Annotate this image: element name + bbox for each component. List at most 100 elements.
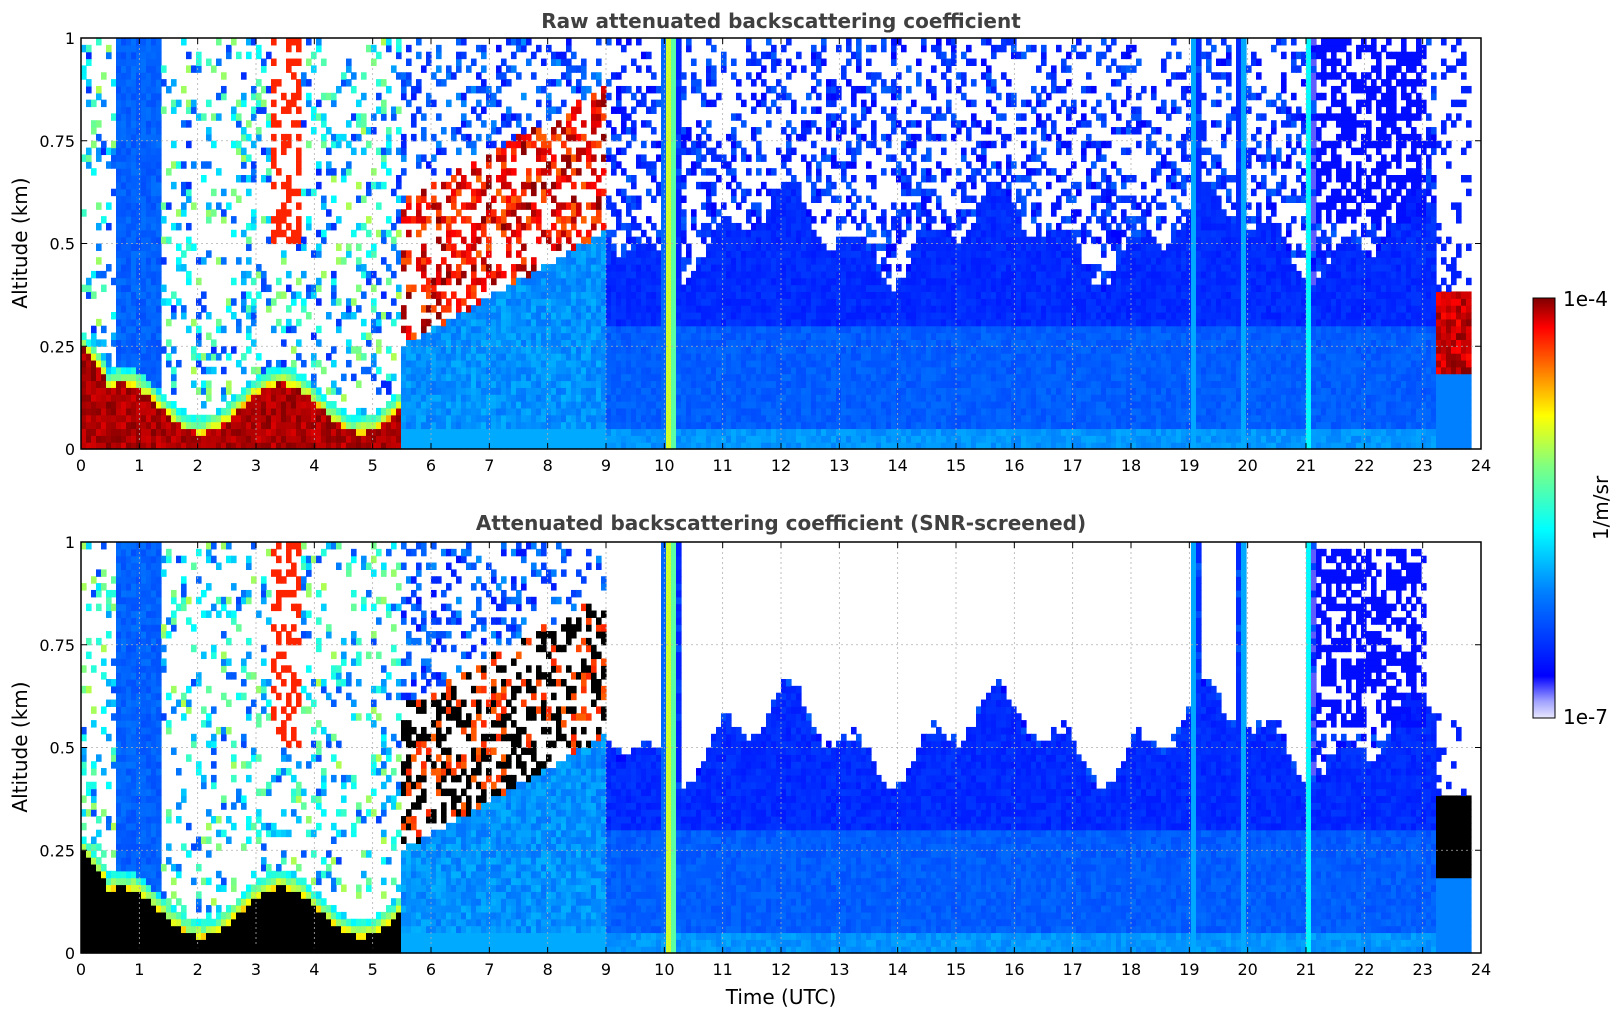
heatmap-cell xyxy=(296,79,302,86)
heatmap-cell xyxy=(496,374,502,381)
heatmap-cell xyxy=(321,141,327,148)
heatmap-cell xyxy=(216,408,222,415)
heatmap-cell xyxy=(291,408,297,415)
heatmap-cell xyxy=(506,374,512,381)
heatmap-cell xyxy=(266,148,272,155)
heatmap-cell xyxy=(246,387,252,394)
heatmap-cell xyxy=(156,65,162,72)
heatmap-cell xyxy=(591,435,597,442)
heatmap-cell xyxy=(126,93,132,100)
heatmap-cell xyxy=(491,353,497,360)
heatmap-cell xyxy=(141,45,147,52)
heatmap-cell xyxy=(271,394,277,401)
heatmap-cell xyxy=(101,326,107,333)
heatmap-cell xyxy=(136,374,142,381)
heatmap-cell xyxy=(151,237,157,244)
heatmap-cell xyxy=(371,59,377,66)
heatmap-cell xyxy=(436,45,442,52)
heatmap-cell xyxy=(561,168,567,175)
heatmap-cell xyxy=(236,319,242,326)
heatmap-cell xyxy=(441,339,447,346)
heatmap-cell xyxy=(471,196,477,203)
heatmap-cell xyxy=(416,360,422,367)
heatmap-cell xyxy=(156,148,162,155)
heatmap-cell xyxy=(116,141,122,148)
heatmap-cell xyxy=(121,387,127,394)
heatmap-cell xyxy=(281,422,287,429)
heatmap-cell xyxy=(121,113,127,120)
heatmap-cell xyxy=(221,367,227,374)
heatmap-cell xyxy=(401,422,407,429)
heatmap-cell xyxy=(451,333,457,340)
heatmap-cell xyxy=(106,415,112,422)
heatmap-cell xyxy=(461,339,467,346)
heatmap-cell xyxy=(151,394,157,401)
heatmap-cell xyxy=(286,141,292,148)
heatmap-cell xyxy=(151,175,157,182)
heatmap-cell xyxy=(421,387,427,394)
heatmap-cell xyxy=(136,93,142,100)
heatmap-cell xyxy=(456,408,462,415)
heatmap-cell xyxy=(471,189,477,196)
heatmap-cell xyxy=(531,257,537,264)
heatmap-cell xyxy=(306,435,312,442)
heatmap-cell xyxy=(536,381,542,388)
heatmap-cell xyxy=(321,401,327,408)
heatmap-cell xyxy=(571,381,577,388)
heatmap-cell xyxy=(496,72,502,79)
heatmap-cell xyxy=(91,415,97,422)
heatmap-cell xyxy=(566,381,572,388)
heatmap-cell xyxy=(561,202,567,209)
heatmap-cell xyxy=(586,312,592,319)
heatmap-cell xyxy=(266,401,272,408)
heatmap-cell xyxy=(156,367,162,374)
heatmap-cell xyxy=(426,161,432,168)
heatmap-cell xyxy=(331,100,337,107)
heatmap-cell xyxy=(406,401,412,408)
heatmap-cell xyxy=(391,353,397,360)
heatmap-cell xyxy=(416,86,422,93)
heatmap-cell xyxy=(511,52,517,59)
heatmap-cell xyxy=(536,223,542,230)
heatmap-cell xyxy=(246,305,252,312)
heatmap-cell xyxy=(566,367,572,374)
heatmap-cell xyxy=(111,148,117,155)
heatmap-cell xyxy=(136,120,142,127)
heatmap-cell xyxy=(131,326,137,333)
heatmap-cell xyxy=(166,339,172,346)
heatmap-cell xyxy=(151,408,157,415)
heatmap-cell xyxy=(386,264,392,271)
heatmap-cell xyxy=(446,100,452,107)
heatmap-cell xyxy=(476,319,482,326)
heatmap-cell xyxy=(121,244,127,251)
heatmap-cell xyxy=(151,141,157,148)
heatmap-cell xyxy=(551,374,557,381)
heatmap-cell xyxy=(146,196,152,203)
heatmap-cell xyxy=(576,230,582,237)
heatmap-cell xyxy=(516,387,522,394)
heatmap-cell xyxy=(156,319,162,326)
heatmap-cell xyxy=(531,285,537,292)
heatmap-cell xyxy=(406,360,412,367)
heatmap-cell xyxy=(336,216,342,223)
heatmap-cell xyxy=(91,326,97,333)
heatmap-cell xyxy=(421,422,427,429)
heatmap-cell xyxy=(456,65,462,72)
heatmap-cell xyxy=(146,59,152,66)
heatmap-cell xyxy=(401,141,407,148)
heatmap-cell xyxy=(141,202,147,209)
heatmap-cell xyxy=(506,120,512,127)
heatmap-cell xyxy=(576,154,582,161)
heatmap-cell xyxy=(151,250,157,257)
heatmap-cell xyxy=(121,100,127,107)
heatmap-cell xyxy=(536,346,542,353)
heatmap-cell xyxy=(411,381,417,388)
heatmap-cell xyxy=(281,415,287,422)
heatmap-cell xyxy=(201,415,207,422)
heatmap-cell xyxy=(111,333,117,340)
heatmap-cell xyxy=(456,209,462,216)
heatmap-cell xyxy=(401,86,407,93)
heatmap-cell xyxy=(516,216,522,223)
heatmap-cell xyxy=(376,339,382,346)
heatmap-cell xyxy=(456,189,462,196)
